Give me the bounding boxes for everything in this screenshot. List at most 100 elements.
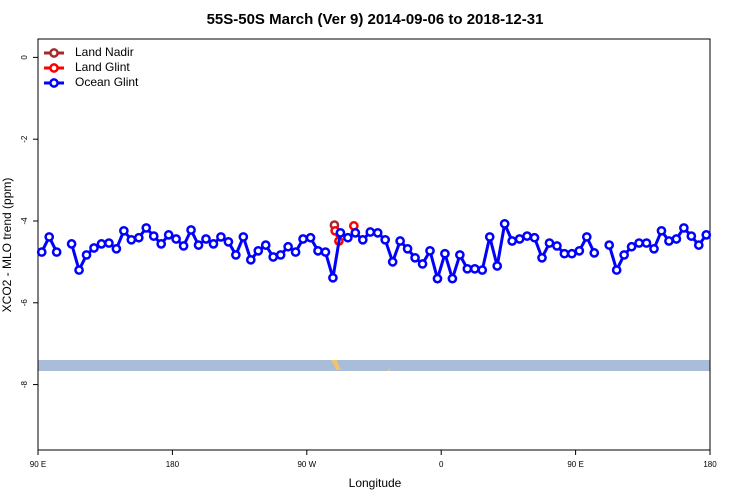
point <box>574 245 585 256</box>
point <box>178 241 189 251</box>
point <box>156 239 167 249</box>
point <box>163 230 174 240</box>
point <box>283 241 293 252</box>
point <box>231 250 241 260</box>
point <box>499 218 510 229</box>
point <box>298 234 308 244</box>
point <box>664 236 674 246</box>
point <box>372 227 383 238</box>
point <box>238 232 249 242</box>
x-tick-label: 180 <box>703 460 717 469</box>
y-tick-label: -4 <box>20 217 29 225</box>
point <box>380 234 391 245</box>
y-axis-label: XCO2 - MLO trend (ppm) <box>0 178 14 313</box>
point <box>275 250 286 260</box>
point <box>455 250 465 260</box>
point <box>104 238 114 248</box>
point <box>350 227 361 238</box>
point <box>66 239 77 249</box>
y-tick-label: -6 <box>20 299 29 307</box>
point <box>245 254 256 265</box>
point <box>201 234 211 244</box>
point <box>462 263 473 274</box>
point <box>148 231 159 241</box>
point <box>357 234 368 245</box>
legend-label: Land Glint <box>75 60 130 74</box>
point <box>141 223 152 233</box>
point <box>484 232 495 242</box>
point <box>320 247 331 257</box>
x-tick-label: 90 E <box>30 460 46 469</box>
legend-label: Ocean Glint <box>75 75 139 89</box>
point <box>395 236 405 246</box>
legend-marker <box>49 78 59 88</box>
point <box>671 234 682 244</box>
point <box>313 245 323 256</box>
point <box>507 236 517 246</box>
point <box>679 223 689 233</box>
point <box>619 250 629 260</box>
point <box>410 252 420 263</box>
point <box>335 227 346 238</box>
y-tick-label: -8 <box>20 380 29 388</box>
point <box>432 273 443 284</box>
y-tick-label: -2 <box>20 135 29 143</box>
plot-frame <box>37 38 711 451</box>
point <box>216 232 226 242</box>
point <box>186 225 196 235</box>
point <box>89 243 99 253</box>
y-tick-label: 0 <box>20 55 29 60</box>
point <box>343 232 353 243</box>
point <box>567 248 577 259</box>
point <box>51 247 62 257</box>
point <box>223 236 234 247</box>
point <box>611 265 622 275</box>
land-patch <box>331 360 341 370</box>
point <box>514 234 525 244</box>
point <box>589 248 600 258</box>
point <box>290 247 301 257</box>
legend-marker <box>49 48 59 58</box>
point <box>253 245 264 256</box>
point <box>305 232 316 243</box>
chart-title: 55S-50S March (Ver 9) 2014-09-06 to 2018… <box>207 11 544 28</box>
point <box>81 250 92 260</box>
point <box>417 259 428 269</box>
point <box>193 240 204 250</box>
point <box>686 231 697 241</box>
point <box>559 248 570 259</box>
point <box>641 238 652 248</box>
point <box>268 252 279 262</box>
map-strip <box>38 360 710 371</box>
point <box>36 247 47 257</box>
point <box>208 239 219 249</box>
x-tick-label: 90 E <box>567 460 583 469</box>
land-patch <box>388 369 390 371</box>
legend-label: Land Nadir <box>75 45 134 59</box>
point <box>693 240 704 250</box>
point <box>649 243 659 254</box>
legend-marker <box>49 63 59 73</box>
point <box>440 248 450 259</box>
point <box>477 265 488 275</box>
point <box>604 240 615 250</box>
point <box>626 241 637 252</box>
point <box>544 238 555 248</box>
point <box>133 232 144 243</box>
point <box>96 239 107 249</box>
point <box>529 232 540 243</box>
point <box>260 240 271 250</box>
point <box>74 265 84 275</box>
point <box>522 231 532 241</box>
point <box>634 238 644 248</box>
x-axis-label: Longitude <box>349 476 402 490</box>
x-tick-label: 0 <box>439 460 444 469</box>
point <box>328 272 338 283</box>
point <box>119 225 129 236</box>
point <box>365 227 376 237</box>
point <box>44 232 55 242</box>
point <box>492 261 503 271</box>
point <box>552 241 562 251</box>
